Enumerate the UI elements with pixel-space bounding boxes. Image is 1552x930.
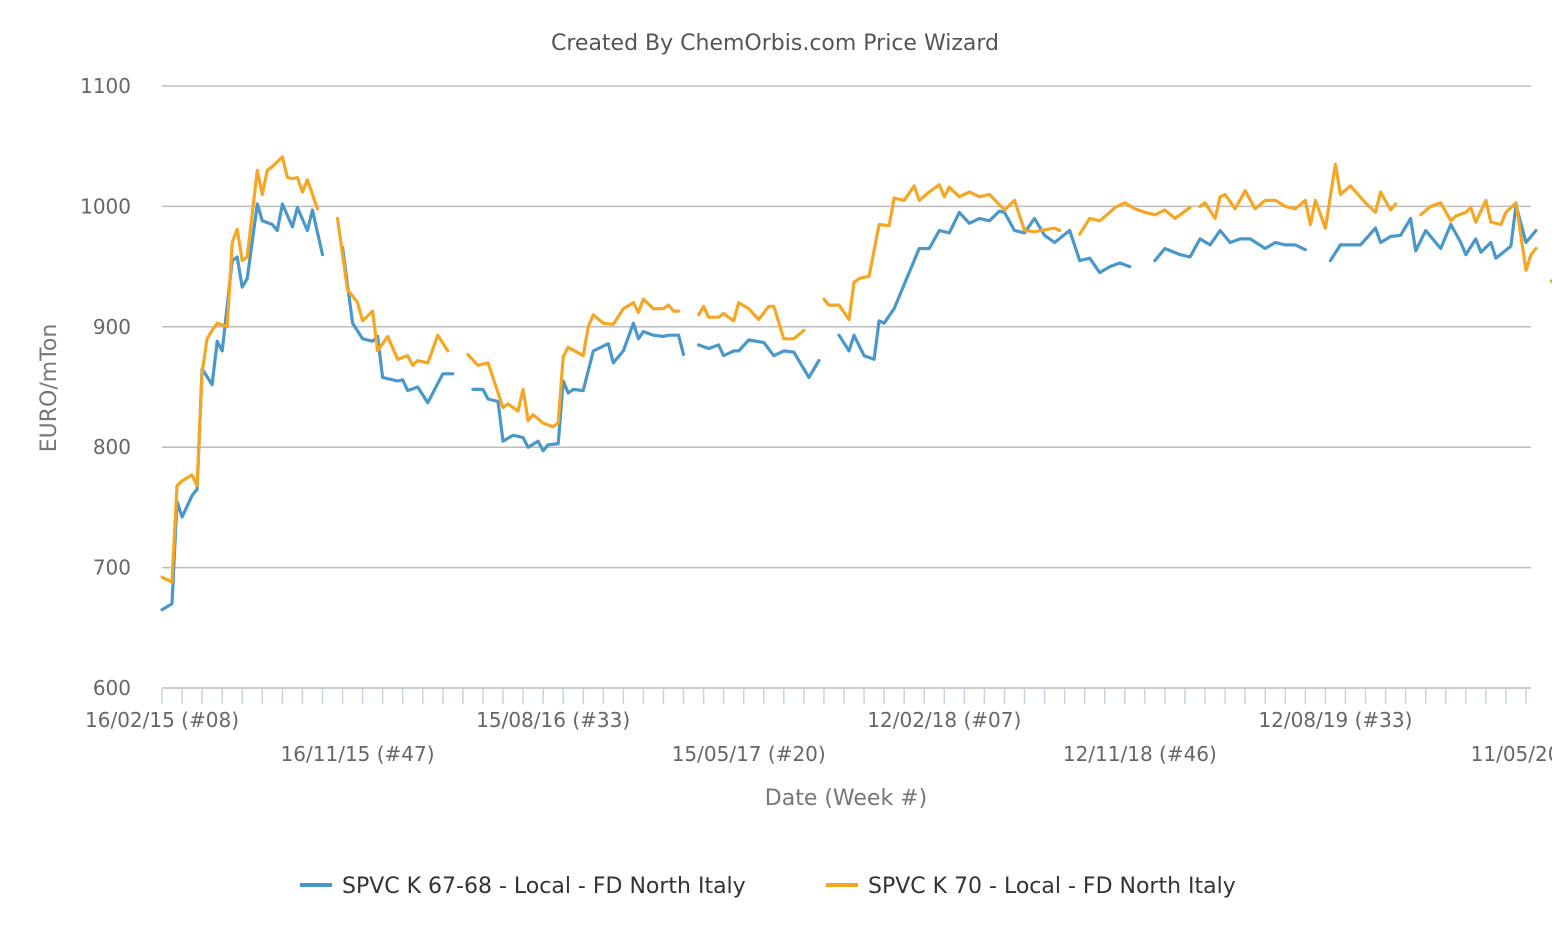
series-1-segment-5[interactable] <box>1078 201 1192 236</box>
legend-label-spvc-k67-68[interactable]: SPVC K 67-68 - Local - FD North Italy <box>342 874 746 899</box>
series-1-segment-6[interactable] <box>1198 162 1398 230</box>
series-0-segment-0[interactable] <box>160 202 325 612</box>
series-1-segment-0[interactable] <box>160 155 320 584</box>
x-tick-label: 12/08/19 (#33) <box>1258 708 1412 732</box>
x-axis-title: Date (Week #) <box>765 786 927 811</box>
series-0-segment-3[interactable] <box>696 338 821 379</box>
legend: SPVC K 67-68 - Local - FD North Italy SP… <box>300 874 1236 899</box>
series-0-segment-1[interactable] <box>340 245 455 405</box>
chart-title: Created By ChemOrbis.com Price Wizard <box>551 31 999 56</box>
x-tick-label: 15/08/16 (#33) <box>476 708 630 732</box>
y-tick-label: 700 <box>93 556 131 580</box>
y-tick-label: 600 <box>93 676 131 700</box>
y-tick-label: 1100 <box>80 74 131 98</box>
series-0-segment-4[interactable] <box>837 209 1132 361</box>
gridlines <box>162 85 1531 689</box>
series-1-segment-3[interactable] <box>696 301 806 341</box>
series-1-segment-2[interactable] <box>466 297 681 429</box>
x-tick-label: 16/02/15 (#08) <box>85 708 239 732</box>
y-axis-title: EURO/mTon <box>37 324 62 453</box>
x-tick-label: 12/02/18 (#07) <box>867 708 1021 732</box>
y-tick-label: 800 <box>93 435 131 459</box>
x-tick-label: 15/05/17 (#20) <box>672 742 826 766</box>
series-0-segment-6[interactable] <box>1328 203 1538 263</box>
x-tick-label: 12/11/18 (#46) <box>1063 742 1217 766</box>
series-lines <box>160 155 1552 612</box>
legend-label-spvc-k70[interactable]: SPVC K 70 - Local - FD North Italy <box>868 874 1236 899</box>
x-tick-label: 11/05/20 (# <box>1471 742 1552 766</box>
series-0 <box>160 202 1538 612</box>
y-tick-label: 1000 <box>80 194 131 218</box>
x-tick-label: 16/11/15 (#47) <box>281 742 435 766</box>
series-0-segment-2[interactable] <box>471 321 686 453</box>
x-axis-ticks: 16/02/15 (#08) 16/11/15 (#47) 15/08/16 (#3… <box>85 688 1552 766</box>
y-tick-label: 900 <box>93 315 131 339</box>
series-1-segment-1[interactable] <box>335 216 450 367</box>
series-1-segment-7[interactable] <box>1419 198 1538 272</box>
y-axis-ticks: 600 700 800 900 1000 1100 <box>80 74 131 700</box>
series-1-segment-4[interactable] <box>822 183 1062 322</box>
series-0-segment-5[interactable] <box>1153 228 1307 263</box>
series-1 <box>160 155 1552 584</box>
